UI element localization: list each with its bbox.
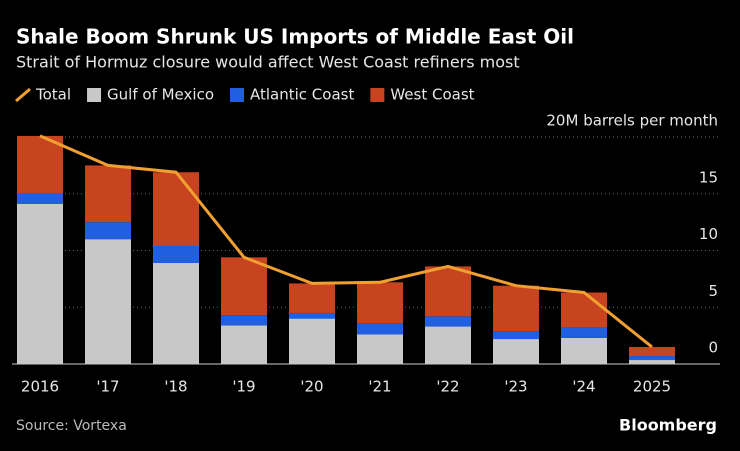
legend-label: West Coast (390, 86, 474, 104)
y-tick-label: 15 (699, 168, 718, 186)
x-tick-label: '24 (572, 378, 595, 396)
logo: Bloomberg (619, 416, 717, 435)
legend-swatch (370, 88, 385, 102)
bar-segment (629, 356, 675, 361)
y-tick-label: 20M barrels per month (546, 112, 718, 130)
bar-segment (425, 316, 471, 327)
bar-segment (17, 203, 63, 364)
x-tick-label: '19 (232, 378, 255, 396)
legend-swatch (230, 88, 244, 102)
x-tick-label: '17 (96, 378, 119, 396)
source: Source: Vortexa (16, 418, 127, 434)
bar-segment (629, 346, 675, 357)
bar-segment (153, 263, 199, 364)
bar-segment (221, 315, 267, 326)
bar-segment (561, 292, 607, 328)
bar-segment (289, 318, 335, 364)
bar-segment (629, 360, 675, 364)
bar-segment (561, 327, 607, 338)
legend-label: Atlantic Coast (250, 86, 354, 104)
bar-segment (493, 339, 539, 364)
x-tick-label: '22 (436, 378, 459, 396)
x-tick-label: '21 (368, 378, 391, 396)
bar-segment (289, 283, 335, 313)
y-tick-label: 5 (708, 282, 718, 300)
bar-segment (221, 325, 267, 364)
x-tick-label: 2025 (633, 378, 671, 396)
bar-segment (493, 331, 539, 340)
bar-segment (17, 193, 63, 204)
chart-title: Shale Boom Shrunk US Imports of Middle E… (16, 25, 574, 49)
y-tick-label: 0 (708, 339, 718, 357)
bar-segment (289, 312, 335, 319)
bar-segment (85, 222, 131, 240)
bar-segment (153, 172, 199, 246)
bar-segment (221, 257, 267, 316)
bar-segment (425, 326, 471, 364)
bar-segment (357, 323, 403, 335)
x-tick-label: 2016 (21, 378, 59, 396)
bar-segment (85, 165, 131, 223)
bar-segment (153, 245, 199, 264)
legend-swatch (15, 87, 31, 103)
y-tick-label: 10 (699, 225, 718, 243)
bar-segment (493, 285, 539, 332)
bar-segment (357, 334, 403, 364)
x-tick-label: '18 (164, 378, 187, 396)
chart-subtitle: Strait of Hormuz closure would affect We… (16, 53, 520, 72)
bar-segment (85, 239, 131, 364)
bar-segment (17, 135, 63, 194)
bar-segment (357, 282, 403, 324)
legend-label: Total (35, 86, 71, 104)
legend-swatch (87, 88, 102, 102)
x-tick-label: '23 (504, 378, 527, 396)
bar-segment (425, 266, 471, 317)
legend-label: Gulf of Mexico (107, 86, 214, 104)
total-line (39, 134, 653, 349)
bar-segment (561, 337, 607, 364)
x-tick-label: '20 (300, 378, 323, 396)
